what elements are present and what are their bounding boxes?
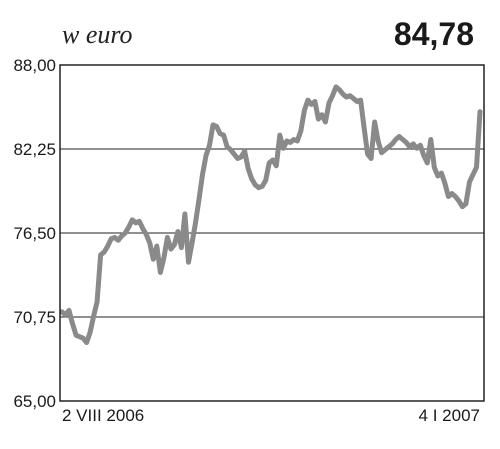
y-tick-label: 65,00 — [13, 392, 56, 411]
y-axis-ticks: 88,00 82,25 76,50 70,75 65,00 — [13, 56, 56, 411]
x-tick-label: 4 I 2007 — [419, 406, 480, 425]
y-tick-label: 70,75 — [13, 308, 56, 327]
y-tick-label: 82,25 — [13, 140, 56, 159]
series-layer — [59, 84, 483, 346]
x-tick-label: 2 VIII 2006 — [62, 406, 144, 425]
plot-frame — [59, 64, 485, 402]
series-line — [59, 84, 483, 346]
y-tick-label: 88,00 — [13, 56, 56, 75]
y-tick-label: 76,50 — [13, 224, 56, 243]
grid-lines — [60, 148, 484, 318]
x-axis-ticks: 2 VIII 2006 4 I 2007 — [62, 406, 480, 425]
unit-label: w euro — [62, 20, 133, 49]
current-value: 84,78 — [393, 16, 474, 52]
